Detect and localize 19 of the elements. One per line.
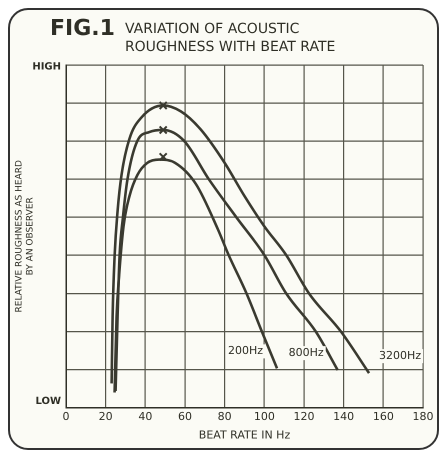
x-tick-label: 0: [62, 410, 70, 424]
x-tick-label: 100: [254, 410, 275, 424]
series-label: 200Hz: [228, 344, 264, 358]
series-label: 3200Hz: [379, 349, 422, 362]
x-axis-title: BEAT RATE IN Hz: [198, 428, 290, 442]
x-tick-label: 20: [98, 410, 113, 424]
chart-title: FIG.1 VARIATION OF ACOUSTIC ROUGHNESS WITH BEAT RATE: [50, 16, 336, 56]
frame: FIG.1 VARIATION OF ACOUSTIC ROUGHNESS WITH BEAT RATE BEAT RATE IN Hz RELATIVE ROUGHNESS AS HEARD BY AN OBSERVER 0 20 40 60 80 100 120 140 160 180 HIGH LOW 200Hz 800Hz 3200Hz: [8, 8, 439, 450]
x-tick-label: 120: [294, 410, 314, 424]
x-tick-label: 160: [372, 410, 394, 424]
x-tick-label: 40: [138, 410, 152, 424]
x-tick-label: 180: [412, 410, 434, 424]
text: HIGH: [32, 62, 61, 73]
x-tick-label: 60: [178, 410, 192, 424]
series-label: 800Hz: [288, 346, 324, 359]
x-tick-label: 80: [218, 410, 232, 424]
text: LOW: [35, 396, 61, 408]
x-tick-label: 140: [333, 410, 354, 424]
y-axis-title: RELATIVE ROUGHNESS AS HEARD BY AN OBSERVER: [14, 160, 36, 312]
